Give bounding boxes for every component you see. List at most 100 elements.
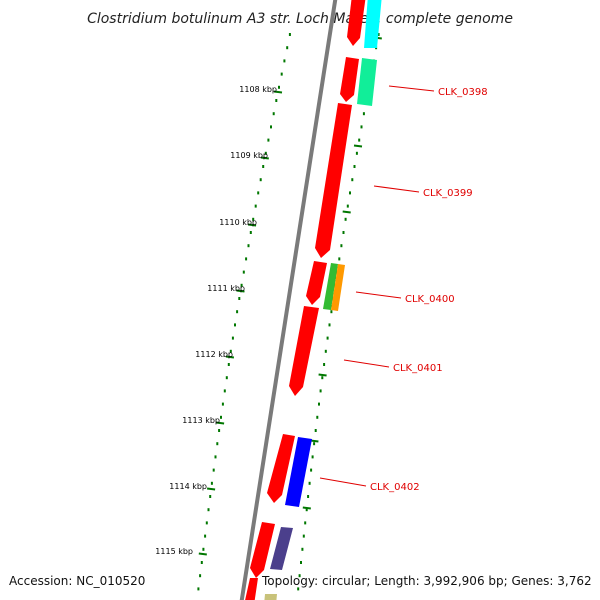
ruler-minor-tick <box>247 244 250 248</box>
ruler-minor-tick <box>353 165 356 168</box>
ruler-minor-tick <box>307 495 310 498</box>
ruler-minor-tick <box>338 257 341 261</box>
gene-box[interactable] <box>264 594 277 600</box>
ruler-major-tick <box>302 506 311 510</box>
ruler-minor-tick <box>214 455 217 459</box>
ruler-minor-tick <box>249 231 252 234</box>
ruler-minor-tick <box>301 547 304 551</box>
gene-arrow[interactable] <box>340 57 359 102</box>
ruler-minor-tick <box>236 310 239 314</box>
ruler-minor-tick <box>377 33 380 36</box>
ruler-minor-tick <box>234 323 236 327</box>
ruler-minor-tick <box>344 217 347 221</box>
ruler-label-1114: 1114 kbp <box>169 482 207 491</box>
ruler-minor-tick <box>313 442 316 446</box>
ruler-minor-tick <box>324 349 327 353</box>
ruler-major-tick <box>215 421 225 425</box>
ruler-minor-tick <box>360 125 363 129</box>
gene-label-clk-0398[interactable]: CLK_0398 <box>438 87 488 98</box>
gene-labels: CLK_0398 CLK_0399 CLK_0400 CLK_0401 CLK_… <box>319 85 488 493</box>
ruler-minor-tick <box>297 587 300 591</box>
ruler-minor-tick <box>218 429 221 432</box>
ruler-minor-tick <box>314 429 317 432</box>
ruler-minor-tick <box>300 561 302 564</box>
ruler-minor-tick <box>204 534 207 538</box>
gene-label-clk-0399[interactable]: CLK_0399 <box>423 188 473 199</box>
ruler-minor-tick <box>326 336 329 340</box>
gene-arrow[interactable] <box>306 261 327 305</box>
ruler-minor-tick <box>216 442 219 446</box>
ruler-minor-tick <box>272 112 275 116</box>
ruler-minor-tick <box>311 455 314 459</box>
ruler-label-1113: 1113 kbp <box>182 416 220 425</box>
ruler-minor-tick <box>286 46 289 50</box>
ruler-minor-tick <box>245 257 248 261</box>
gene-arrow[interactable] <box>250 522 275 578</box>
ruler-major-tick <box>198 552 207 556</box>
ruler-major-tick <box>236 289 245 293</box>
gene-label-clk-0402[interactable]: CLK_0402 <box>370 482 420 493</box>
ruler-major-tick <box>342 210 351 214</box>
ruler-minor-tick <box>358 138 361 142</box>
ruler-minor-tick <box>262 165 265 168</box>
ruler-minor-tick <box>328 323 331 327</box>
ruler-label-1112: 1112 kbp <box>195 350 233 359</box>
ruler-minor-tick <box>270 125 272 129</box>
leader-line <box>343 359 390 368</box>
ruler-minor-tick <box>225 376 228 380</box>
gene-arrow[interactable] <box>267 434 295 503</box>
ruler-minor-tick <box>288 33 291 36</box>
ruler-label-1109: 1109 kbp <box>230 151 268 160</box>
ruler-major-tick <box>318 373 327 377</box>
ruler-minor-tick <box>223 389 226 393</box>
forward-strand-track <box>244 0 366 600</box>
ruler-minor-tick <box>316 415 319 419</box>
ruler-minor-tick <box>207 508 210 512</box>
gene-box[interactable] <box>357 58 377 106</box>
gene-box[interactable] <box>364 0 382 48</box>
outer-ruler <box>197 33 291 591</box>
ruler-minor-tick <box>227 363 230 366</box>
ruler-major-tick <box>310 439 319 443</box>
ruler-minor-tick <box>330 310 333 314</box>
genome-backbone <box>239 0 338 600</box>
gene-box[interactable] <box>270 527 293 570</box>
ruler-minor-tick <box>355 151 358 155</box>
ruler-major-tick <box>260 156 269 160</box>
ruler-minor-tick <box>202 547 205 551</box>
ruler-minor-tick <box>200 561 203 564</box>
gene-arrow[interactable] <box>315 103 352 258</box>
ruler-minor-tick <box>278 85 280 89</box>
ruler-minor-tick <box>319 389 322 393</box>
ruler-minor-tick <box>267 138 270 142</box>
gene-arrow[interactable] <box>347 0 366 46</box>
ruler-minor-tick <box>240 283 243 287</box>
ruler-minor-tick <box>229 349 232 353</box>
gene-arrow[interactable] <box>244 578 258 600</box>
gene-arrow[interactable] <box>289 306 319 396</box>
accession-text: Accession: NC_010520 <box>9 574 146 588</box>
ruler-labels: 1108 kbp 1109 kbp 1110 kbp 1111 kbp 1112… <box>155 85 277 556</box>
ruler-minor-tick <box>340 244 343 248</box>
ruler-major-tick <box>225 355 235 359</box>
gene-label-clk-0400[interactable]: CLK_0400 <box>405 294 455 305</box>
ruler-minor-tick <box>199 574 202 578</box>
ruler-minor-tick <box>221 402 224 406</box>
gene-label-clk-0401[interactable]: CLK_0401 <box>393 363 443 374</box>
leader-line <box>319 477 367 487</box>
ruler-minor-tick <box>304 521 307 525</box>
gene-box[interactable] <box>323 263 338 310</box>
ruler-minor-tick <box>323 363 326 366</box>
ruler-minor-tick <box>318 402 320 406</box>
gene-box[interactable] <box>285 437 312 507</box>
ruler-minor-tick <box>254 204 257 208</box>
topology-text: Topology: circular; Length: 3,992,906 bp… <box>262 574 592 588</box>
ruler-minor-tick <box>220 415 222 419</box>
cog-track <box>264 0 382 600</box>
gene-box[interactable] <box>331 264 345 311</box>
ruler-minor-tick <box>205 521 208 525</box>
ruler-minor-tick <box>305 508 308 512</box>
ruler-minor-tick <box>197 587 200 591</box>
ruler-major-tick <box>247 223 257 227</box>
map-title: Clostridium botulinum A3 str. Loch Maree… <box>87 11 513 27</box>
